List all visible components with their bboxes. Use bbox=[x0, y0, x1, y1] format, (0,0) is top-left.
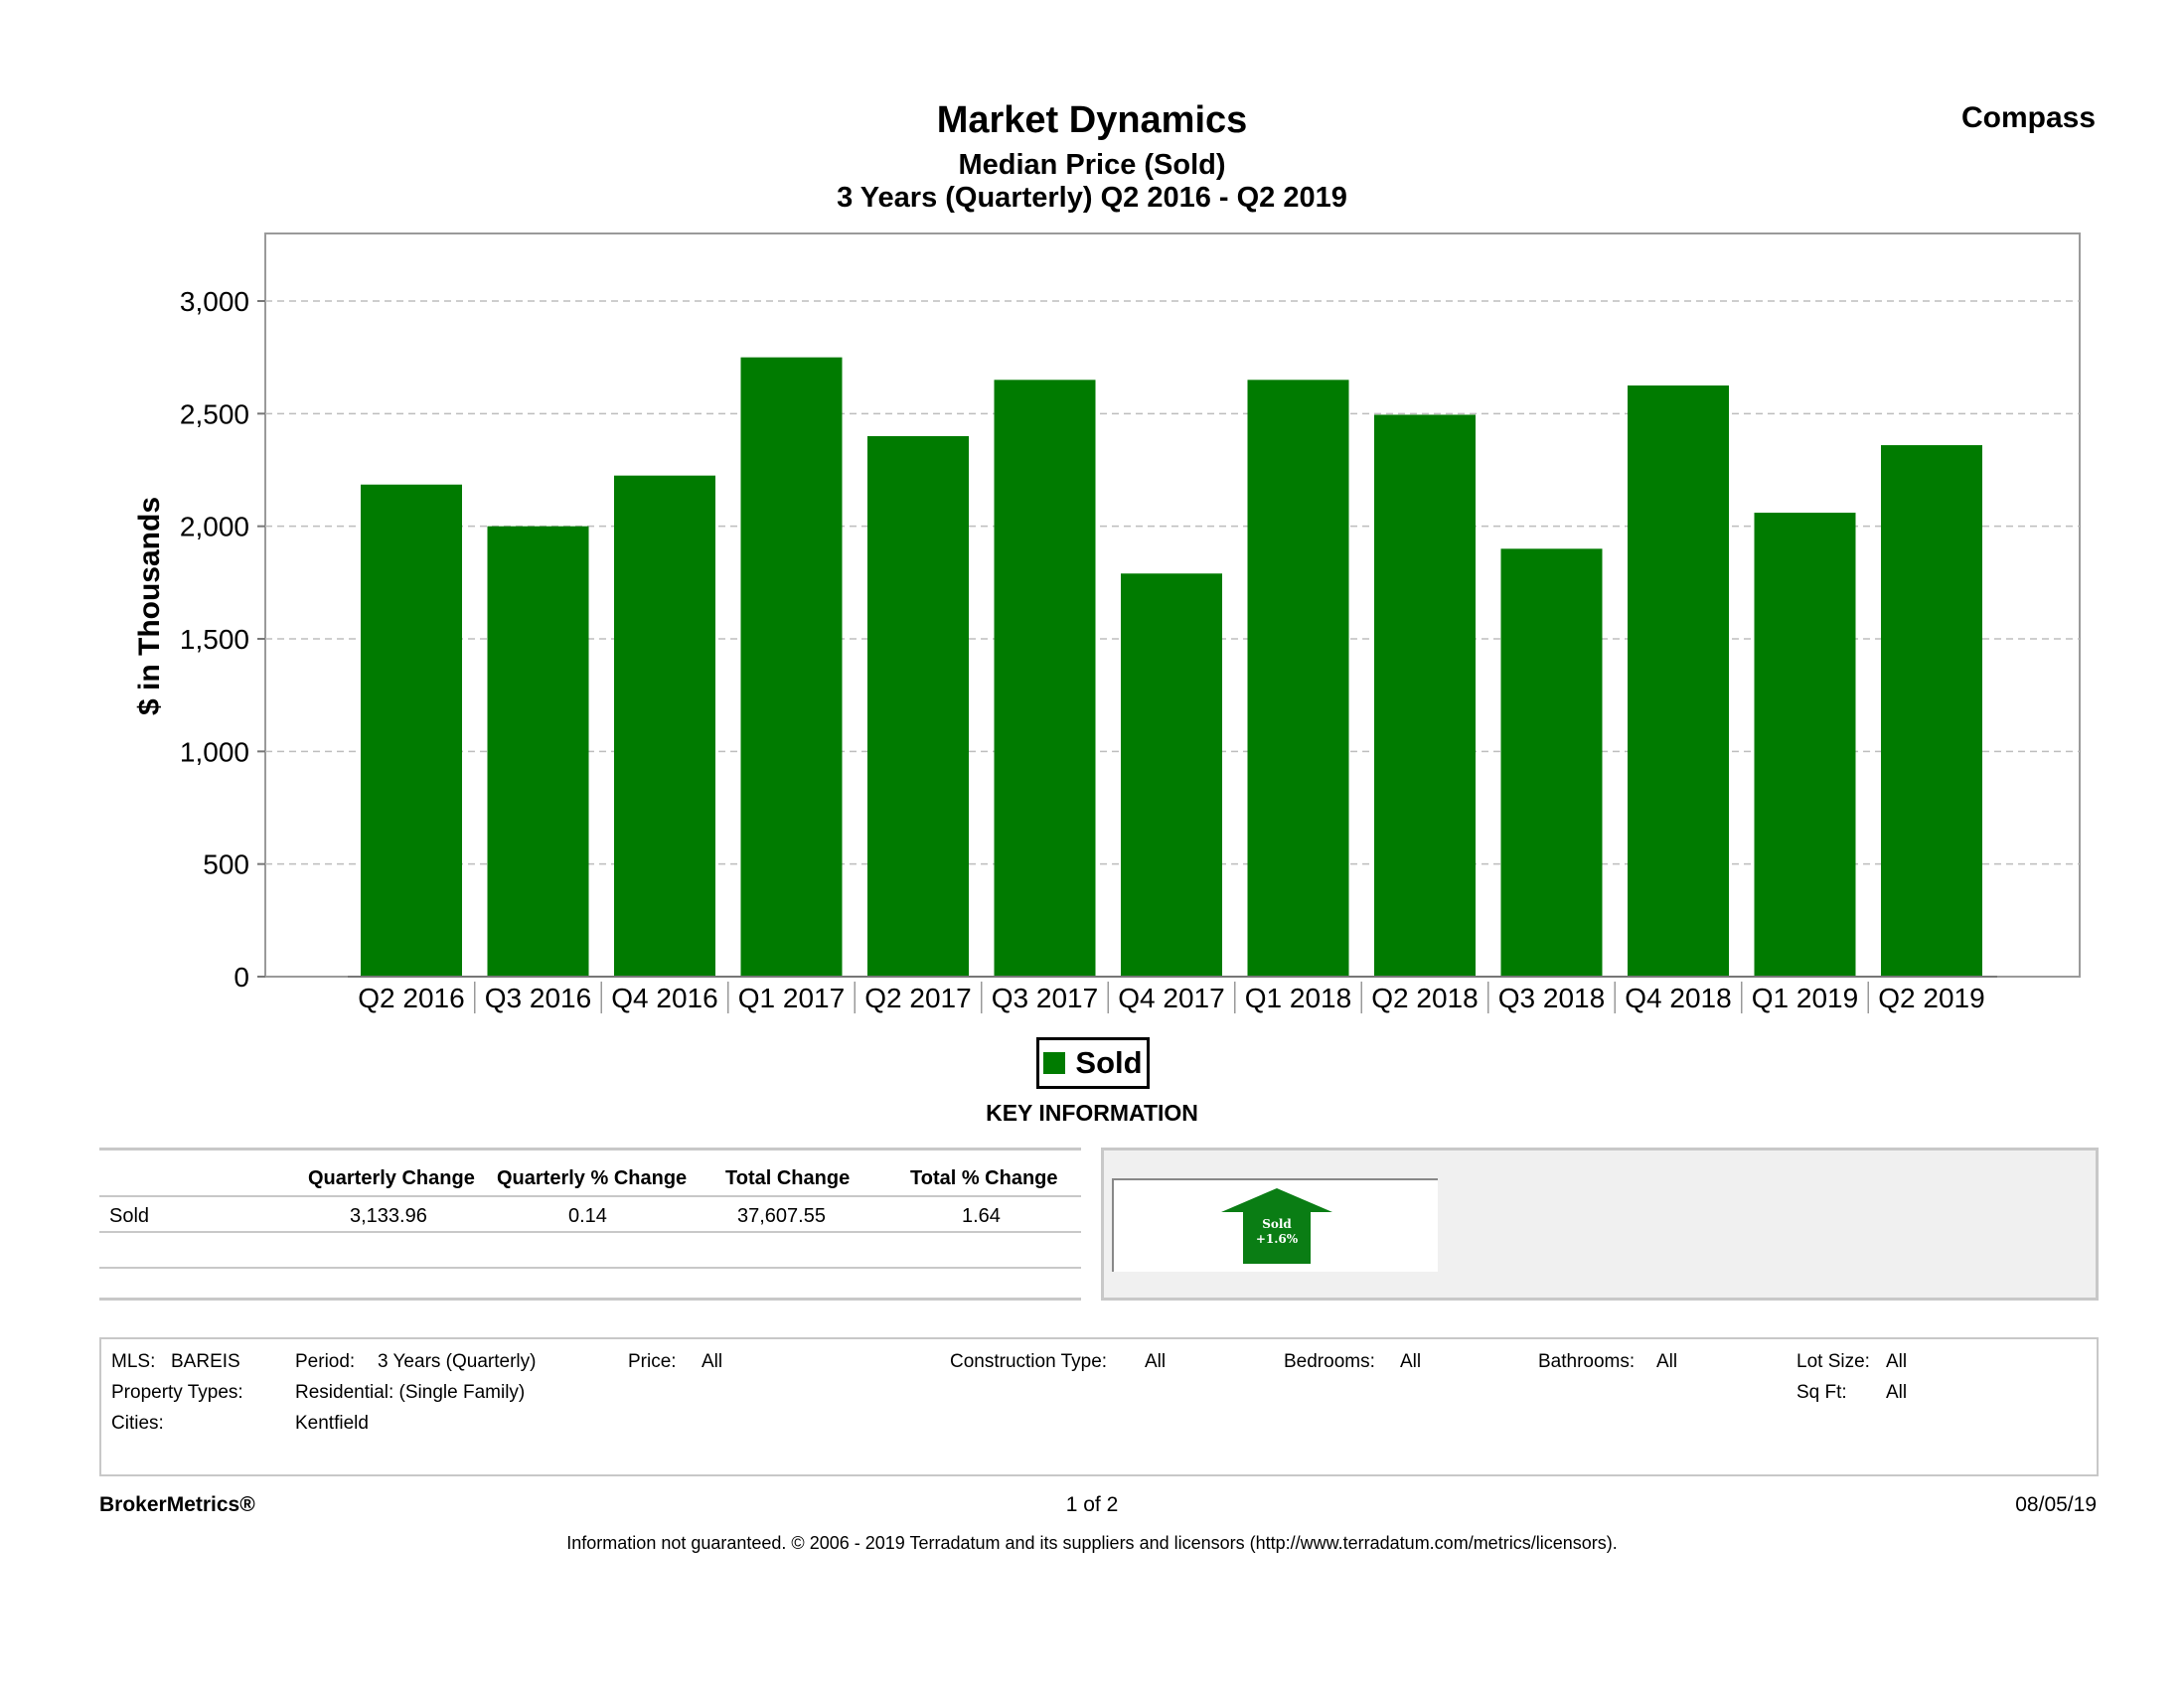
y-tick-label: 1,000 bbox=[180, 736, 249, 767]
x-tick-label: Q4 2016 bbox=[611, 983, 717, 1013]
y-tick-label: 2,000 bbox=[180, 512, 249, 542]
table-bottom-rule bbox=[99, 1298, 1081, 1301]
bar-q1-2018 bbox=[1247, 380, 1349, 977]
bar-q1-2019 bbox=[1754, 513, 1856, 977]
legend-swatch-sold bbox=[1043, 1052, 1066, 1074]
bar-q3-2018 bbox=[1500, 548, 1603, 977]
x-tick-label: Q3 2017 bbox=[992, 983, 1098, 1013]
price-label: Price: bbox=[628, 1351, 677, 1372]
lot-size-label: Lot Size: bbox=[1796, 1351, 1870, 1372]
bar-q4-2016 bbox=[614, 475, 715, 977]
x-tick-label: Q3 2018 bbox=[1498, 983, 1605, 1013]
bars bbox=[361, 357, 1982, 978]
legend: Sold bbox=[1036, 1037, 1150, 1089]
row-label-sold: Sold bbox=[109, 1205, 150, 1227]
filter-summary: MLS: BAREIS Period: 3 Years (Quarterly) … bbox=[99, 1337, 2099, 1476]
key-information-heading: KEY INFORMATION bbox=[986, 1100, 1198, 1126]
cell-total-change: 37,607.55 bbox=[737, 1205, 826, 1227]
x-tick-label: Q1 2018 bbox=[1245, 983, 1351, 1013]
bar-q2-2017 bbox=[867, 436, 969, 977]
x-tick-label: Q2 2016 bbox=[358, 983, 464, 1013]
y-tick-label: 2,500 bbox=[180, 398, 249, 429]
property-types-label: Property Types: bbox=[111, 1382, 243, 1403]
chart-title: Market Dynamics bbox=[936, 99, 1248, 141]
indicator-label: Sold bbox=[1262, 1217, 1292, 1231]
footer-brand: BrokerMetrics® bbox=[99, 1493, 255, 1516]
x-tick-label: Q1 2017 bbox=[738, 983, 845, 1013]
bar-q3-2016 bbox=[487, 526, 589, 977]
x-tick-label: Q2 2017 bbox=[864, 983, 971, 1013]
brand-name: Compass bbox=[1960, 101, 2096, 134]
x-tick-label: Q3 2016 bbox=[485, 983, 591, 1013]
x-tick-label: Q4 2018 bbox=[1625, 983, 1731, 1013]
legend-label-sold: Sold bbox=[1075, 1045, 1143, 1080]
x-tick-label: Q1 2019 bbox=[1752, 983, 1858, 1013]
change-indicator-box: Sold +1.6% bbox=[1112, 1178, 1438, 1272]
col-total-change: Total Change bbox=[725, 1167, 851, 1189]
property-types-value: Residential: (Single Family) bbox=[295, 1382, 526, 1403]
bar-q2-2016 bbox=[361, 484, 462, 977]
x-axis-ticks: Q2 2016 Q3 2016 Q4 2016 Q1 2017 Q2 2017 Q3 20… bbox=[348, 976, 1997, 1013]
cities-label: Cities: bbox=[111, 1413, 164, 1434]
table-header-rule bbox=[99, 1195, 1081, 1197]
up-arrow-icon: Sold +1.6% bbox=[1221, 1188, 1332, 1264]
bedrooms-label: Bedrooms: bbox=[1284, 1351, 1375, 1372]
bathrooms-label: Bathrooms: bbox=[1538, 1351, 1636, 1372]
period-label: Period: bbox=[295, 1351, 356, 1372]
bar-q2-2018 bbox=[1374, 414, 1476, 977]
bar-q4-2018 bbox=[1628, 385, 1729, 977]
sq-ft-label: Sq Ft: bbox=[1796, 1382, 1847, 1403]
change-indicator-panel: Sold +1.6% bbox=[1101, 1148, 2099, 1301]
sq-ft-value: All bbox=[1886, 1382, 1908, 1403]
construction-type-value: All bbox=[1145, 1351, 1167, 1372]
lot-size-value: All bbox=[1886, 1351, 1908, 1372]
y-tick-label: 1,500 bbox=[180, 624, 249, 655]
bathrooms-value: All bbox=[1656, 1351, 1678, 1372]
bar-chart: 0 500 1,000 1,500 2,000 2,500 3,000 Q2 2016 Q3 … bbox=[133, 232, 2081, 1013]
page-number: 1 of 2 bbox=[1065, 1493, 1119, 1516]
disclaimer: Information not guaranteed. © 2006 - 201… bbox=[566, 1533, 1618, 1553]
table-row-rule bbox=[99, 1267, 1081, 1269]
y-tick-label: 3,000 bbox=[180, 286, 249, 317]
price-value: All bbox=[702, 1351, 723, 1372]
bar-q3-2017 bbox=[994, 380, 1096, 977]
col-total-pct-change: Total % Change bbox=[910, 1167, 1058, 1189]
mls-label: MLS: bbox=[111, 1351, 156, 1372]
mls-value: BAREIS bbox=[171, 1351, 240, 1372]
bar-q4-2017 bbox=[1121, 573, 1222, 977]
x-tick-label: Q4 2017 bbox=[1118, 983, 1224, 1013]
y-axis-label: $ in Thousands bbox=[133, 497, 166, 715]
y-tick-label: 0 bbox=[234, 962, 249, 993]
cell-quarterly-change: 3,133.96 bbox=[350, 1205, 427, 1227]
table-top-rule bbox=[99, 1148, 1081, 1151]
period-value: 3 Years (Quarterly) bbox=[378, 1351, 537, 1372]
chart-period: 3 Years (Quarterly) Q2 2016 - Q2 2019 bbox=[837, 182, 1347, 214]
report-date: 08/05/19 bbox=[2015, 1493, 2097, 1516]
construction-type-label: Construction Type: bbox=[950, 1351, 1108, 1372]
table-row-rule bbox=[99, 1231, 1081, 1233]
cell-total-pct-change: 1.64 bbox=[962, 1205, 1001, 1227]
y-axis-ticks: 0 500 1,000 1,500 2,000 2,500 3,000 bbox=[180, 286, 265, 993]
bedrooms-value: All bbox=[1400, 1351, 1422, 1372]
y-tick-label: 500 bbox=[203, 849, 249, 880]
col-quarterly-change: Quarterly Change bbox=[308, 1167, 475, 1189]
cell-quarterly-pct-change: 0.14 bbox=[568, 1205, 607, 1227]
bar-q2-2019 bbox=[1881, 445, 1982, 978]
x-tick-label: Q2 2018 bbox=[1371, 983, 1478, 1013]
indicator-change: +1.6% bbox=[1256, 1232, 1299, 1246]
bar-q1-2017 bbox=[740, 357, 843, 978]
col-quarterly-pct-change: Quarterly % Change bbox=[497, 1167, 688, 1189]
cities-value: Kentfield bbox=[295, 1413, 369, 1434]
chart-subtitle: Median Price (Sold) bbox=[958, 149, 1226, 181]
x-tick-label: Q2 2019 bbox=[1878, 983, 1984, 1013]
